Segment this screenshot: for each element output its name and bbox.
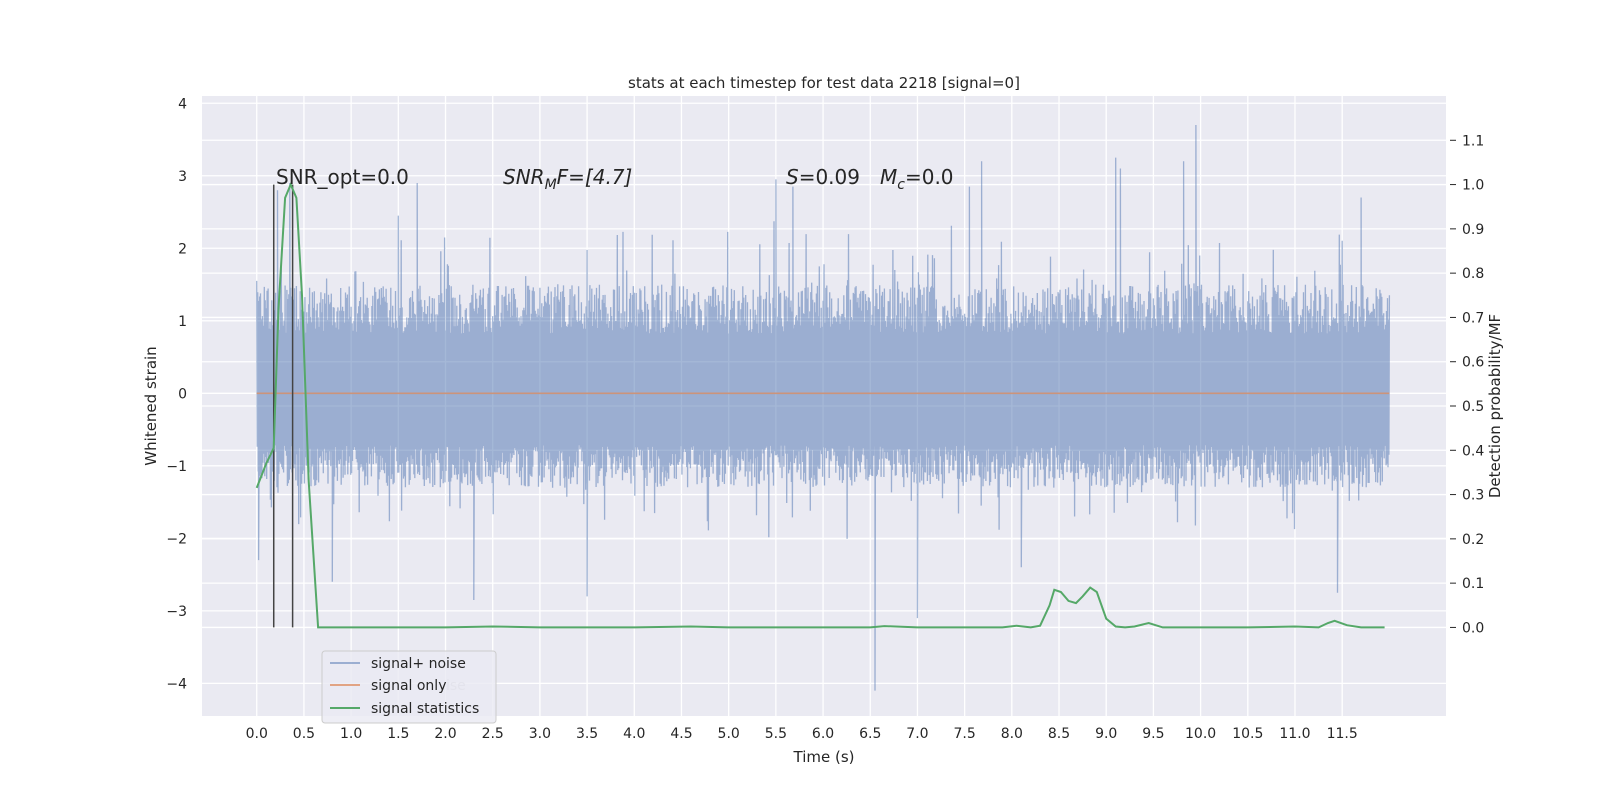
y-tick-label: 4 <box>178 96 187 112</box>
x-axis-ticks: 0.0 0.5 1.0 1.5 2.0 2.5 3.0 3.5 4.0 4.5 5.0 5.5 6.0 6… <box>246 726 1358 742</box>
x-tick-label: 0.5 <box>293 726 315 742</box>
signal-statistics-series <box>255 182 1385 629</box>
legend: ise signal+ noise signal only signal sta… <box>321 650 497 724</box>
x-tick-label: 6.0 <box>812 726 834 742</box>
legend-label-signal-statistics: signal statistics <box>371 701 479 717</box>
x-tick-label: 2.0 <box>434 726 456 742</box>
annotation-mc: Mc=0.0 <box>880 165 954 193</box>
x-tick-label: 4.5 <box>670 726 692 742</box>
annotation-s: S=0.09 <box>786 165 860 189</box>
x-axis-label: Time (s) <box>793 748 855 766</box>
x-tick-label: 8.5 <box>1048 726 1070 742</box>
y2-tick-label: 0.7 <box>1462 310 1484 326</box>
signal-noise-series <box>256 124 1391 691</box>
y-tick-label: 0 <box>178 386 187 402</box>
x-tick-label: 11.0 <box>1279 726 1310 742</box>
plot-area <box>255 124 1391 691</box>
legend-label-signal-only: signal only <box>371 678 446 694</box>
y2-tick-label: 1.1 <box>1462 133 1484 149</box>
annotation-snr-mf: SNRMF=[4.7] <box>503 165 632 193</box>
y2-axis-ticks: 0.0 0.1 0.2 0.3 0.4 0.5 0.6 0.7 0.8 0.9 1.0 1.1 <box>1450 133 1484 636</box>
y-tick-label: −4 <box>166 676 187 692</box>
y2-tick-label: 1.0 <box>1462 178 1484 194</box>
x-tick-label: 1.0 <box>340 726 362 742</box>
x-tick-label: 5.5 <box>765 726 787 742</box>
y-axis-ticks: −4 −3 −2 −1 0 1 2 3 4 <box>166 96 187 692</box>
x-tick-label: 5.0 <box>718 726 740 742</box>
y-tick-label: 3 <box>178 169 187 185</box>
x-tick-label: 2.5 <box>482 726 504 742</box>
x-tick-label: 0.0 <box>246 726 268 742</box>
legend-label-signal-noise: signal+ noise <box>371 656 466 672</box>
y-axis-label: Whitened strain <box>142 346 160 465</box>
y-tick-label: 2 <box>178 241 187 257</box>
annotation-snr-opt: SNR_opt=0.0 <box>276 165 409 189</box>
y-tick-label: −2 <box>166 531 187 547</box>
y2-tick-label: 0.3 <box>1462 488 1484 504</box>
y2-tick-label: 0.2 <box>1462 532 1484 548</box>
y2-tick-label: 0.5 <box>1462 399 1484 415</box>
x-tick-label: 10.5 <box>1232 726 1263 742</box>
y2-tick-label: 0.6 <box>1462 355 1484 371</box>
x-tick-label: 3.0 <box>529 726 551 742</box>
x-tick-label: 4.0 <box>623 726 645 742</box>
y2-tick-label: 0.9 <box>1462 222 1484 238</box>
x-tick-label: 9.0 <box>1095 726 1117 742</box>
y-tick-label: −1 <box>166 459 187 475</box>
y-tick-label: 1 <box>178 314 187 330</box>
y2-tick-label: 0.0 <box>1462 620 1484 636</box>
x-tick-label: 8.0 <box>1001 726 1023 742</box>
y2-tick-label: 0.8 <box>1462 266 1484 282</box>
x-tick-label: 6.5 <box>859 726 881 742</box>
x-tick-label: 9.5 <box>1142 726 1164 742</box>
y2-tick-label: 0.4 <box>1462 443 1484 459</box>
x-tick-label: 1.5 <box>387 726 409 742</box>
x-tick-label: 10.0 <box>1185 726 1216 742</box>
x-tick-label: 7.0 <box>906 726 928 742</box>
y2-tick-label: 0.1 <box>1462 576 1484 592</box>
y2-axis-label: Detection probability/MF <box>1486 314 1504 498</box>
legend-box <box>321 650 497 724</box>
vertical-markers <box>272 184 294 628</box>
y-tick-label: −3 <box>166 604 187 620</box>
chart-title: stats at each timestep for test data 221… <box>628 74 1020 92</box>
x-tick-label: 3.5 <box>576 726 598 742</box>
x-tick-label: 7.5 <box>954 726 976 742</box>
x-tick-label: 11.5 <box>1327 726 1358 742</box>
